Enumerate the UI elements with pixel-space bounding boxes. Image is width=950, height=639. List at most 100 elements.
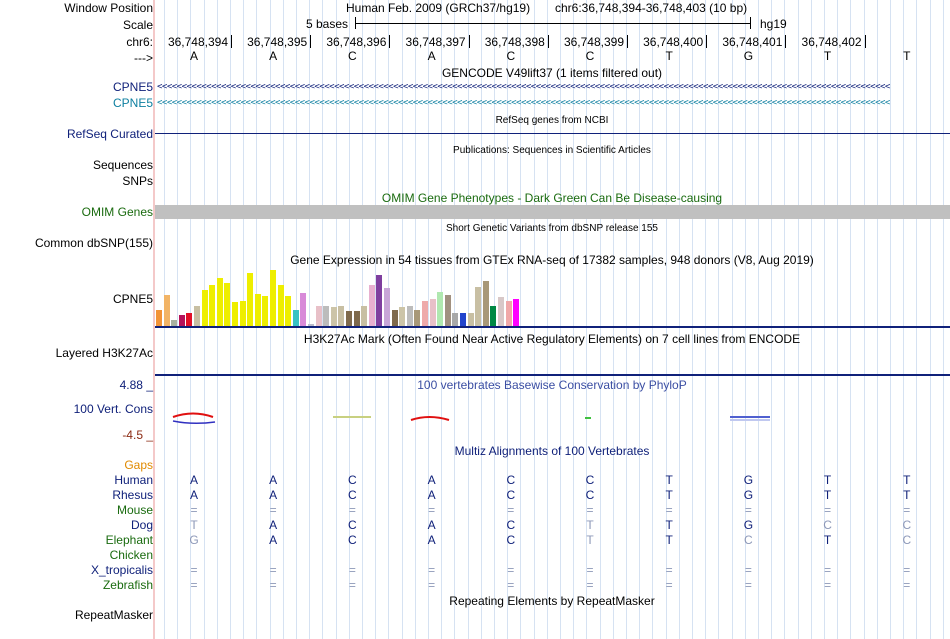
gtex-tissue-bar[interactable] [406, 306, 413, 326]
gencode-gene-2[interactable]: CPNE5 [112, 96, 153, 110]
grid-line [732, 0, 733, 639]
gtex-tissue-bar[interactable] [254, 294, 261, 326]
repeatmasker-label[interactable]: RepeatMasker [74, 608, 153, 622]
refseq-track-title: RefSeq genes from NCBI [495, 115, 609, 126]
left-gutter[interactable] [153, 0, 155, 639]
species-label[interactable]: Human [114, 473, 153, 487]
coord-label: 36,748,394 [167, 35, 228, 49]
gtex-tissue-bar[interactable] [376, 275, 383, 326]
phylop-peak-1 [172, 412, 214, 418]
gtex-tissue-bar[interactable] [239, 301, 246, 326]
gtex-gene-label[interactable]: CPNE5 [112, 292, 153, 306]
gtex-tissue-bar[interactable] [475, 287, 482, 326]
gtex-tissue-bar[interactable] [270, 270, 276, 326]
gtex-tissue-bar[interactable] [209, 285, 216, 326]
gtex-tissue-bar[interactable] [308, 324, 314, 326]
gtex-tissue-bar[interactable] [437, 292, 444, 326]
gtex-tissue-bar[interactable] [353, 311, 360, 326]
coord-label: 36,748,397 [405, 35, 466, 49]
gtex-tissue-bar[interactable] [338, 306, 345, 326]
gtex-tissue-bar[interactable] [346, 311, 352, 326]
gtex-tissue-bar[interactable] [186, 313, 193, 326]
gtex-tissue-bar[interactable] [277, 285, 284, 326]
gaps-label[interactable]: Gaps [124, 458, 153, 472]
gencode-gene-1[interactable]: CPNE5 [112, 80, 153, 94]
gtex-tissue-bar[interactable] [513, 299, 520, 326]
gtex-tissue-bar[interactable] [498, 297, 504, 326]
gtex-tissue-bar[interactable] [232, 302, 238, 326]
grid-line [322, 0, 323, 639]
gtex-tissue-bar[interactable] [171, 320, 178, 326]
gtex-tissue-bar[interactable] [163, 295, 170, 326]
phylop-min: -4.5 _ [122, 428, 153, 442]
gtex-tissue-bar[interactable] [422, 301, 428, 326]
omim-feature-bar[interactable] [155, 205, 950, 219]
coord-label: 36,748,401 [722, 35, 783, 49]
grid-line [520, 0, 521, 639]
aligned-base: = [665, 563, 673, 577]
snps-label[interactable]: SNPs [122, 174, 153, 188]
gtex-tissue-bar[interactable] [399, 307, 406, 326]
gtex-tissue-bar[interactable] [315, 306, 322, 326]
species-label[interactable]: Zebrafish [102, 578, 153, 592]
species-label[interactable]: X_tropicalis [90, 563, 153, 577]
coord-tick [864, 35, 866, 48]
gtex-tissue-bar[interactable] [216, 278, 223, 326]
sequences-label[interactable]: Sequences [92, 158, 153, 172]
gtex-tissue-bar[interactable] [323, 306, 330, 326]
ref-base: T [823, 49, 832, 63]
grid-line [718, 0, 719, 639]
grid-line [613, 0, 614, 639]
gtex-tissue-bar[interactable] [300, 293, 307, 326]
gtex-tissue-bar[interactable] [361, 306, 368, 326]
gtex-tissue-bar[interactable] [505, 301, 512, 326]
aligned-base: = [348, 578, 356, 592]
gtex-tissue-bar[interactable] [368, 285, 375, 326]
repeatmasker-track-title: Repeating Elements by RepeatMasker [449, 594, 655, 608]
species-label[interactable]: Elephant [105, 533, 153, 547]
aligned-base: = [428, 563, 436, 577]
gtex-tissue-bar[interactable] [292, 310, 299, 326]
gtex-tissue-bar[interactable] [490, 306, 497, 326]
aligned-base: T [665, 533, 673, 547]
species-label[interactable]: Dog [130, 518, 153, 532]
coord-label: 36,748,400 [643, 35, 704, 49]
gtex-tissue-bar[interactable] [224, 283, 231, 326]
aligned-base: = [269, 578, 277, 592]
gtex-tissue-bar[interactable] [460, 313, 466, 326]
refseq-gene-line[interactable] [155, 133, 950, 134]
gtex-tissue-bar[interactable] [391, 310, 398, 326]
grid-line [586, 0, 587, 639]
gtex-tissue-bar[interactable] [285, 296, 292, 326]
gtex-tissue-bar[interactable] [247, 273, 254, 326]
gtex-tissue-bar[interactable] [414, 310, 421, 326]
gtex-tissue-bar[interactable] [429, 299, 436, 326]
dbsnp-label[interactable]: Common dbSNP(155) [34, 236, 153, 250]
gtex-tissue-bar[interactable] [178, 315, 185, 326]
refseq-label[interactable]: RefSeq Curated [66, 127, 153, 141]
phylop-signal[interactable] [155, 410, 950, 430]
aligned-base: A [189, 473, 199, 487]
gtex-tissue-bar[interactable] [201, 290, 208, 326]
gencode-transcript-1[interactable]: <<<<<<<<<<<<<<<<<<<<<<<<<<<<<<<<<<<<<<<<… [157, 82, 890, 92]
gtex-tissue-bar[interactable] [482, 281, 489, 326]
gtex-tissue-bar[interactable] [194, 306, 200, 326]
h3k27ac-label[interactable]: Layered H3K27Ac [55, 346, 153, 360]
omim-label[interactable]: OMIM Genes [81, 205, 153, 219]
gtex-expression-bars[interactable] [156, 270, 556, 326]
gtex-tissue-bar[interactable] [262, 296, 269, 326]
species-label[interactable]: Chicken [109, 548, 153, 562]
gtex-tissue-bar[interactable] [156, 310, 162, 326]
grid-line [705, 0, 706, 639]
phylop-label[interactable]: 100 Vert. Cons [73, 402, 153, 416]
gtex-tissue-bar[interactable] [467, 313, 474, 326]
aligned-base: = [824, 563, 832, 577]
gencode-transcript-2[interactable]: <<<<<<<<<<<<<<<<<<<<<<<<<<<<<<<<<<<<<<<<… [157, 98, 890, 108]
gtex-tissue-bar[interactable] [452, 313, 459, 326]
species-label[interactable]: Mouse [116, 503, 153, 517]
species-label[interactable]: Rhesus [112, 488, 153, 502]
gtex-tissue-bar[interactable] [330, 307, 337, 326]
gtex-tissue-bar[interactable] [384, 288, 390, 326]
gtex-tissue-bar[interactable] [444, 295, 451, 326]
grid-line [547, 0, 548, 639]
